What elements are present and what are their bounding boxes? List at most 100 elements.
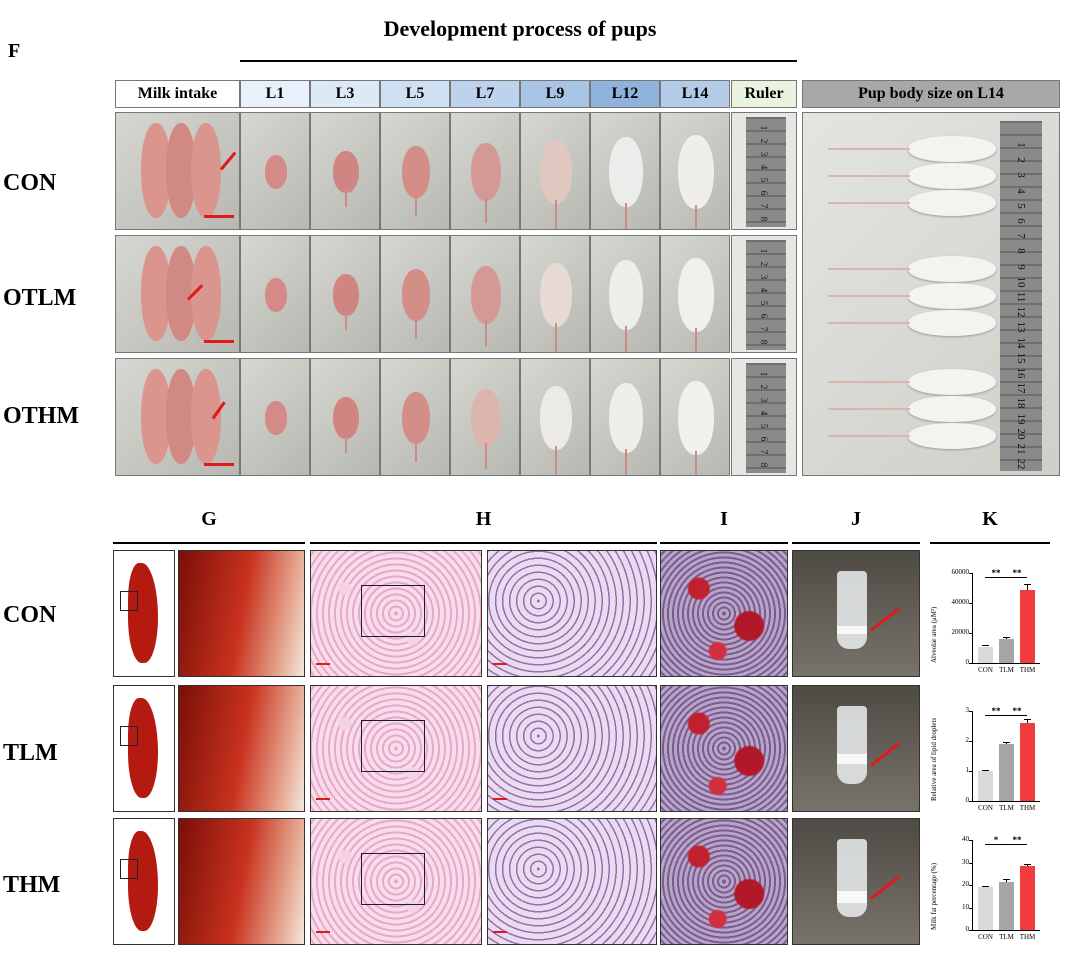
row-label-bottom-thm: THM (3, 872, 61, 898)
y-tick (969, 801, 972, 802)
scale-bar (493, 931, 507, 933)
pup-body (265, 155, 287, 189)
significance-bracket (985, 844, 1027, 845)
pup-photo-con-l1 (240, 112, 310, 230)
ruler-tick-label: 5 (759, 300, 769, 306)
ruler-tick-label: 6 (759, 436, 769, 442)
pup-body (540, 386, 572, 450)
pup-photo-otlm-l5 (380, 235, 450, 353)
row-label-bottom-tlm: TLM (3, 740, 58, 766)
pup-photo-otlm-l14 (660, 235, 730, 353)
pup-body (333, 397, 359, 439)
title-underline (240, 60, 797, 62)
big-ruler-tick-label: 11 (1015, 291, 1027, 303)
x-tick-label: THM (1019, 666, 1036, 674)
ruler-tick-label: 3 (759, 397, 769, 403)
panel-label-J: J (851, 508, 861, 530)
gland-shape (128, 831, 158, 931)
pup-photo-con-l5 (380, 112, 450, 230)
y-tick-label: 2 (965, 736, 970, 744)
scale-bar (316, 798, 330, 800)
error-bar (1027, 718, 1028, 723)
bar-thm (1020, 865, 1035, 930)
x-tick-label: TLM (999, 804, 1014, 812)
error-cap (1024, 718, 1031, 720)
white-pup (908, 369, 996, 395)
pup-body (609, 260, 643, 330)
x-tick-label: CON (978, 804, 993, 812)
significance-bracket (985, 577, 1027, 578)
row-label-othm: OTHM (3, 403, 79, 429)
error-bar (1006, 879, 1007, 882)
big-ruler-tick-label: 19 (1015, 413, 1027, 425)
big-ruler-tick-label: 12 (1015, 306, 1027, 318)
he-high-mag-thm (487, 818, 657, 945)
header-milk-intake: Milk intake (115, 80, 240, 108)
pup-photo-otlm-l9 (520, 235, 590, 353)
scale-bar (316, 663, 330, 665)
ruler-photo-otlm: 1 2 3 4 5 6 7 8 (731, 235, 797, 353)
y-tick (969, 663, 972, 664)
body-size-photo: 1 2 3 4 5 6 7 8 9 10 11 12 13 14 15 16 17 18 19 20 21 22 (802, 112, 1060, 476)
y-tick (969, 603, 972, 604)
pup-body (471, 389, 501, 447)
ruler-tick-label: 2 (759, 138, 769, 144)
ruler-tick-label: 4 (759, 164, 769, 170)
oil-red-stain-tlm (660, 685, 788, 812)
header-day-l3: L3 (310, 80, 380, 108)
pup-tail (415, 317, 417, 339)
error-cap (982, 886, 989, 888)
panel-label-G: G (201, 508, 217, 530)
big-ruler-tick-label: 3 (1015, 172, 1027, 179)
pup-photo-otlm-l3 (310, 235, 380, 353)
pup-photo-con-l9 (520, 112, 590, 230)
he-zoom-box (361, 853, 425, 905)
header-day-l12: L12 (590, 80, 660, 108)
bar-tlm (999, 744, 1014, 801)
tube (837, 706, 867, 784)
white-pup-tail (828, 148, 910, 150)
row-label-con: CON (3, 170, 57, 196)
y-tick (969, 907, 972, 909)
white-pup-tail (828, 202, 910, 204)
y-tick-label: 10 (962, 902, 969, 911)
ruler-tick-label: 5 (759, 177, 769, 183)
ruler-tick-label: 2 (759, 384, 769, 390)
big-ruler-tick-label: 16 (1015, 367, 1027, 379)
pup-photo-otlm-l1 (240, 235, 310, 353)
pup-photo-othm-l5 (380, 358, 450, 476)
fat-layer (837, 891, 867, 903)
pup-tail (695, 451, 697, 475)
y-tick-label: 20 (962, 880, 969, 888)
y-axis (972, 840, 973, 930)
oil-red-stain-thm (660, 818, 788, 945)
panel-underline-H (310, 542, 657, 544)
pup-body (333, 274, 359, 316)
ruler-tick-label: 1 (759, 125, 769, 131)
error-cap (1024, 863, 1031, 865)
x-tick-label: CON (978, 933, 993, 941)
pup-tail (625, 449, 627, 475)
big-ruler-tick-label: 6 (1015, 218, 1027, 224)
panel-underline-K (930, 542, 1050, 544)
y-tick-label: 0 (965, 796, 970, 804)
pup-photo-otlm-l7 (450, 235, 520, 353)
white-pup (908, 163, 996, 189)
header-ruler: Ruler (731, 80, 797, 108)
x-axis (972, 801, 1040, 802)
significance-mark: * (993, 835, 999, 845)
y-tick-label: 0 (965, 925, 970, 933)
tube-arrow (870, 742, 901, 767)
y-tick (969, 862, 972, 864)
pup-tail (695, 205, 697, 229)
pup-body (609, 383, 643, 453)
big-ruler-tick-label: 20 (1015, 428, 1027, 440)
pup-photo-con-l3 (310, 112, 380, 230)
y-tick-label: 1 (965, 766, 970, 774)
he-zoom-box (361, 585, 425, 637)
big-ruler-tick-label: 14 (1015, 337, 1027, 349)
ruler-strip (746, 117, 786, 227)
ruler-tick-label: 7 (759, 449, 769, 455)
y-tick (969, 711, 972, 712)
error-bar (1027, 863, 1028, 866)
